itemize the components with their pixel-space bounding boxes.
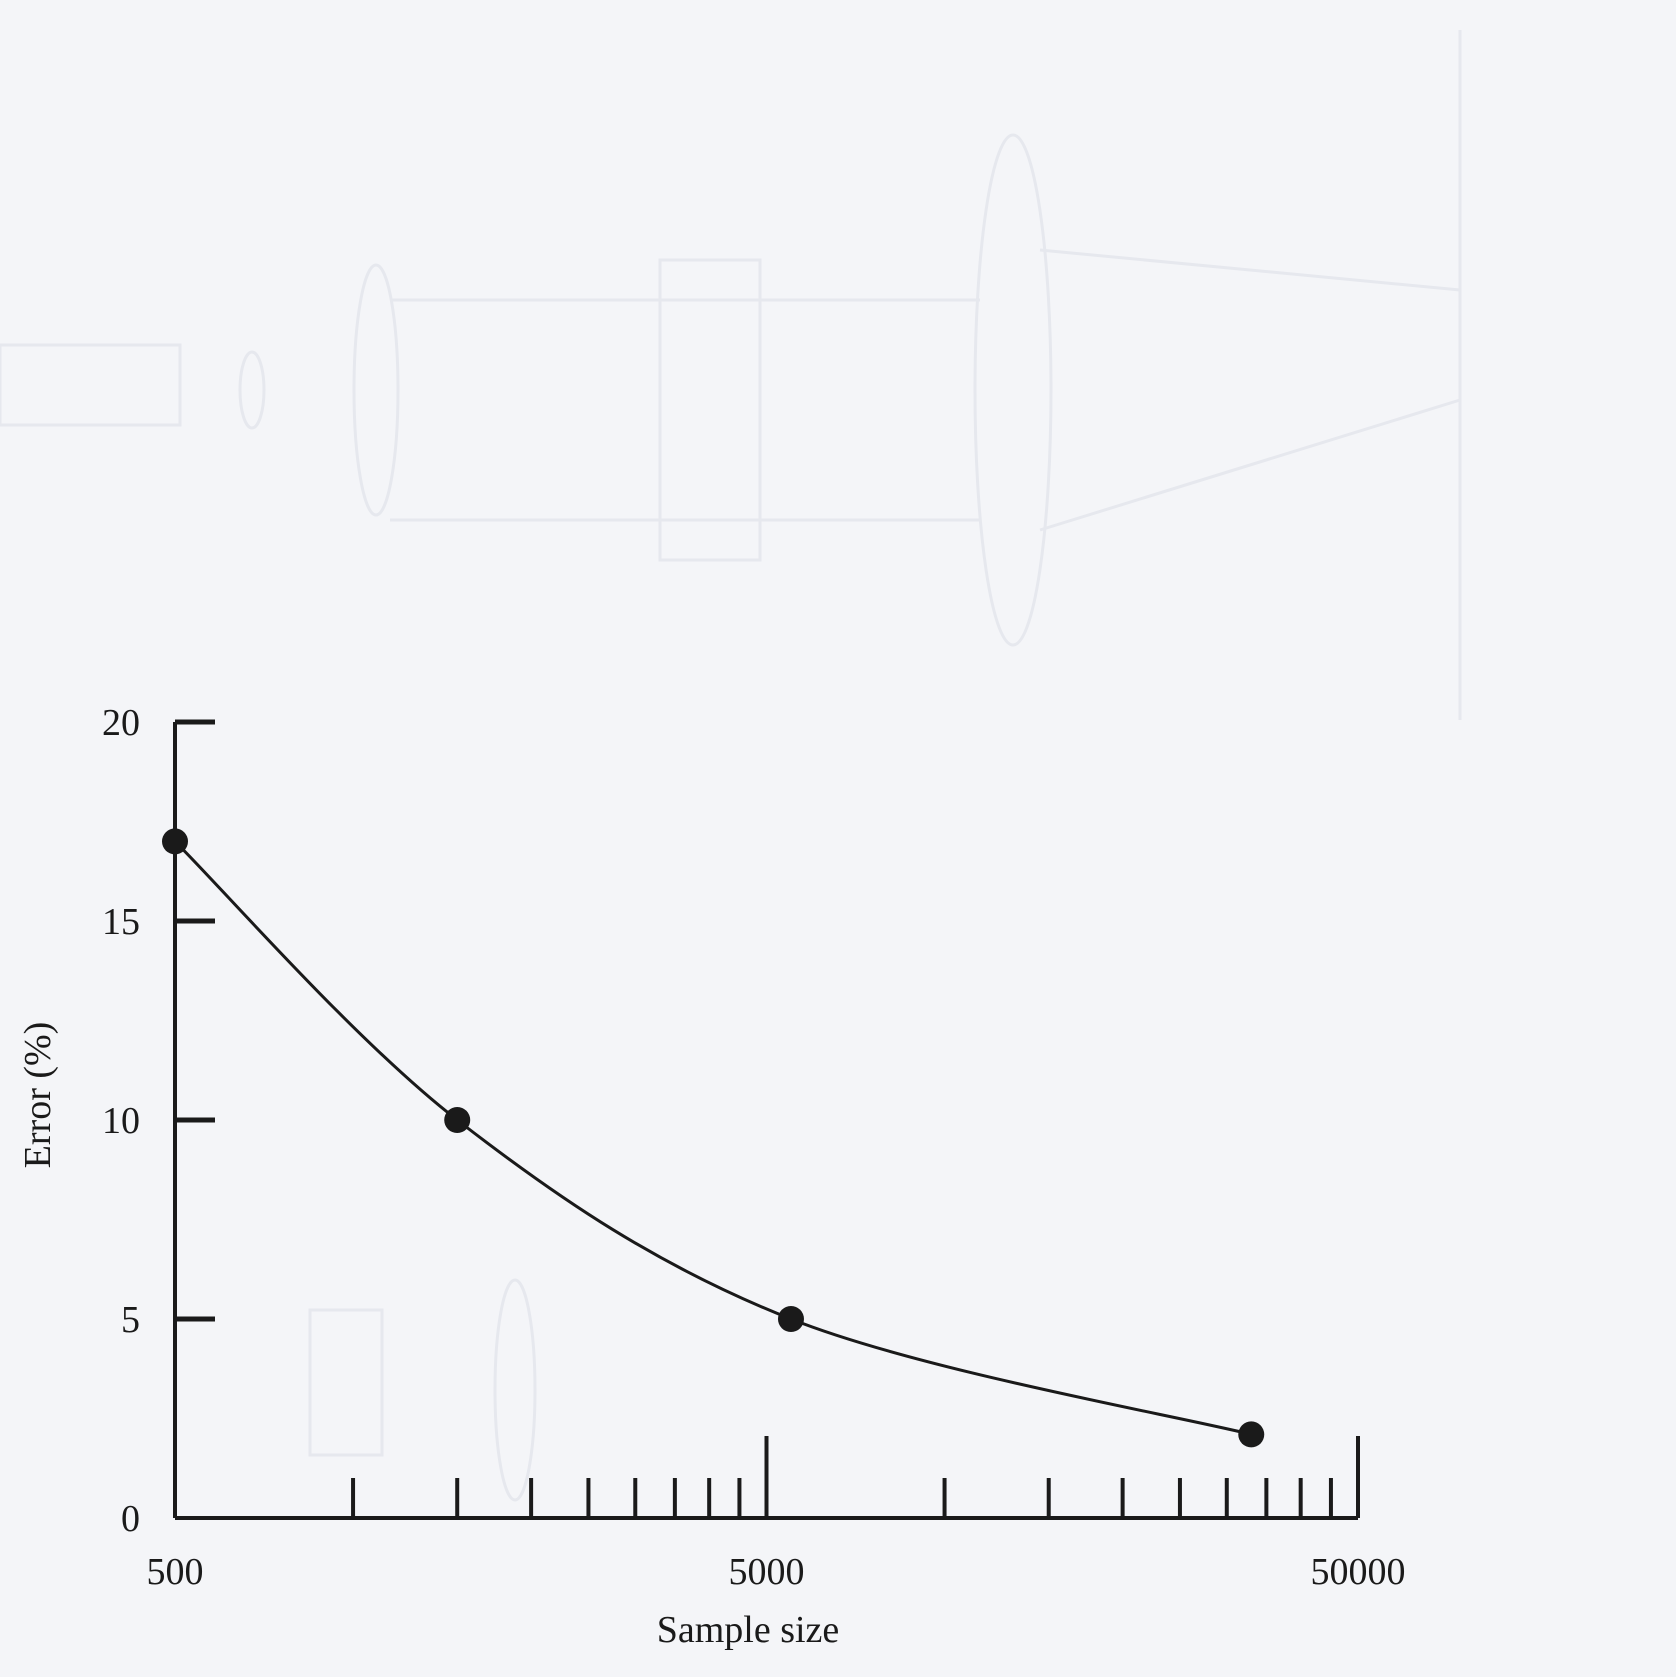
- x-axis-title: Sample size: [657, 1609, 840, 1651]
- series-line: [173, 840, 1252, 1436]
- points-layer: [162, 828, 1265, 1448]
- axes: [173, 719, 1360, 1520]
- y-tick-label: 10: [102, 1100, 140, 1142]
- curve-layer: [173, 840, 1252, 1436]
- labels-layer: 0 5 10 15 20 500 5000 50000 Sample size Error (%): [17, 702, 1406, 1651]
- data-point: [444, 1107, 471, 1133]
- y-axis-title: Error (%): [17, 1022, 59, 1169]
- data-point: [1238, 1421, 1265, 1448]
- y-tick-label: 5: [121, 1299, 140, 1341]
- data-point: [777, 1306, 804, 1332]
- x-tick-label: 500: [147, 1551, 204, 1593]
- data-point: [162, 828, 188, 855]
- y-tick-label: 15: [102, 901, 140, 943]
- faint-background-diagram: [0, 30, 1462, 1502]
- x-tick-label: 5000: [729, 1551, 805, 1593]
- x-tick-label: 50000: [1311, 1551, 1406, 1593]
- y-tick-label: 20: [102, 702, 140, 744]
- y-tick-label: 0: [121, 1498, 140, 1540]
